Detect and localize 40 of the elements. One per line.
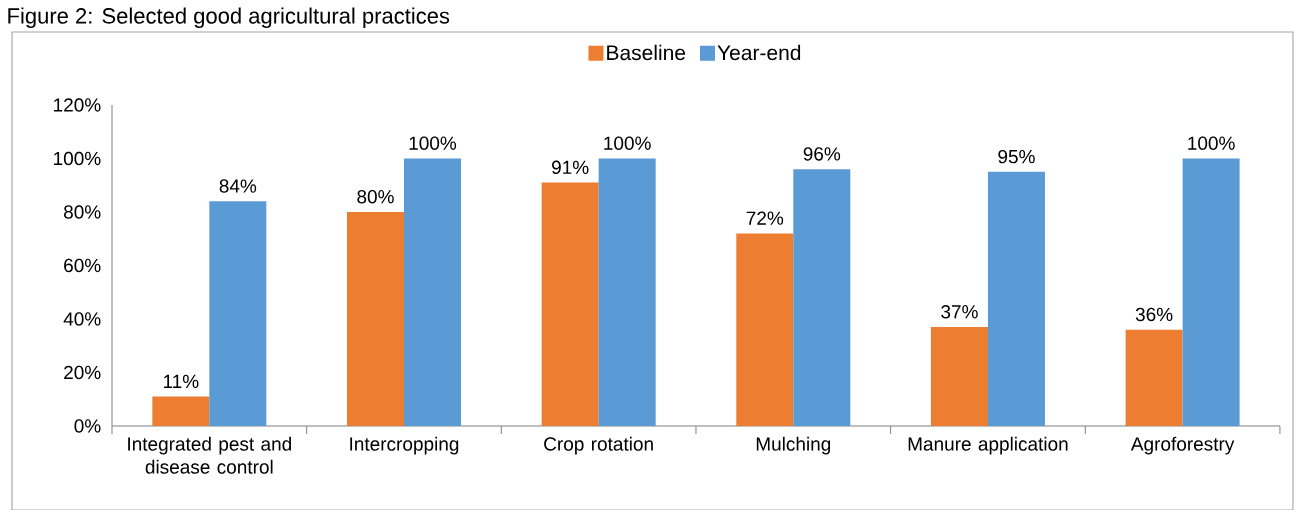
data-label: 100% — [409, 136, 457, 150]
y-tick-label: 100% — [54, 151, 101, 166]
y-tick-label: 60% — [64, 258, 101, 273]
data-label: 11% — [163, 374, 199, 389]
bar — [793, 169, 851, 426]
x-tick-label: Crop rotation — [544, 436, 653, 455]
data-label: 100% — [1188, 136, 1235, 150]
data-label: 72% — [746, 211, 784, 225]
bar — [930, 327, 988, 426]
bar — [598, 158, 656, 426]
data-label: 36% — [1135, 307, 1173, 322]
data-label: 100% — [604, 136, 651, 150]
data-label: 80% — [357, 190, 394, 204]
y-tick-label: 40% — [63, 312, 101, 326]
chart-title: Figure 2: Selected good agricultural practices — [8, 7, 450, 29]
legend-label: Year-end — [717, 44, 801, 61]
bar — [152, 396, 210, 426]
bar — [736, 233, 794, 426]
x-tick-label: Manure application — [908, 436, 1068, 455]
data-label: 96% — [803, 147, 841, 161]
data-label: 37% — [941, 305, 978, 319]
bar — [209, 201, 267, 426]
bar — [1125, 329, 1183, 426]
bar — [403, 158, 461, 426]
bar — [346, 211, 404, 426]
y-tick-label: 20% — [64, 365, 101, 380]
y-tick-label: 120% — [54, 98, 101, 112]
x-tick-label: Integrated pest and disease control — [128, 436, 291, 474]
data-label: 84% — [219, 179, 257, 193]
bar — [541, 182, 599, 426]
bar — [987, 171, 1045, 426]
x-tick-label: Mulching — [756, 436, 831, 455]
bar — [1182, 158, 1240, 426]
x-tick-label: Agroforestry — [1130, 436, 1235, 455]
x-tick-label: Intercropping — [350, 436, 459, 455]
y-tick-label: 0% — [74, 419, 101, 433]
legend-label: Baseline — [607, 44, 686, 61]
data-label: 95% — [998, 149, 1035, 164]
data-label: 91% — [552, 160, 589, 175]
y-tick-label: 80% — [64, 205, 101, 219]
